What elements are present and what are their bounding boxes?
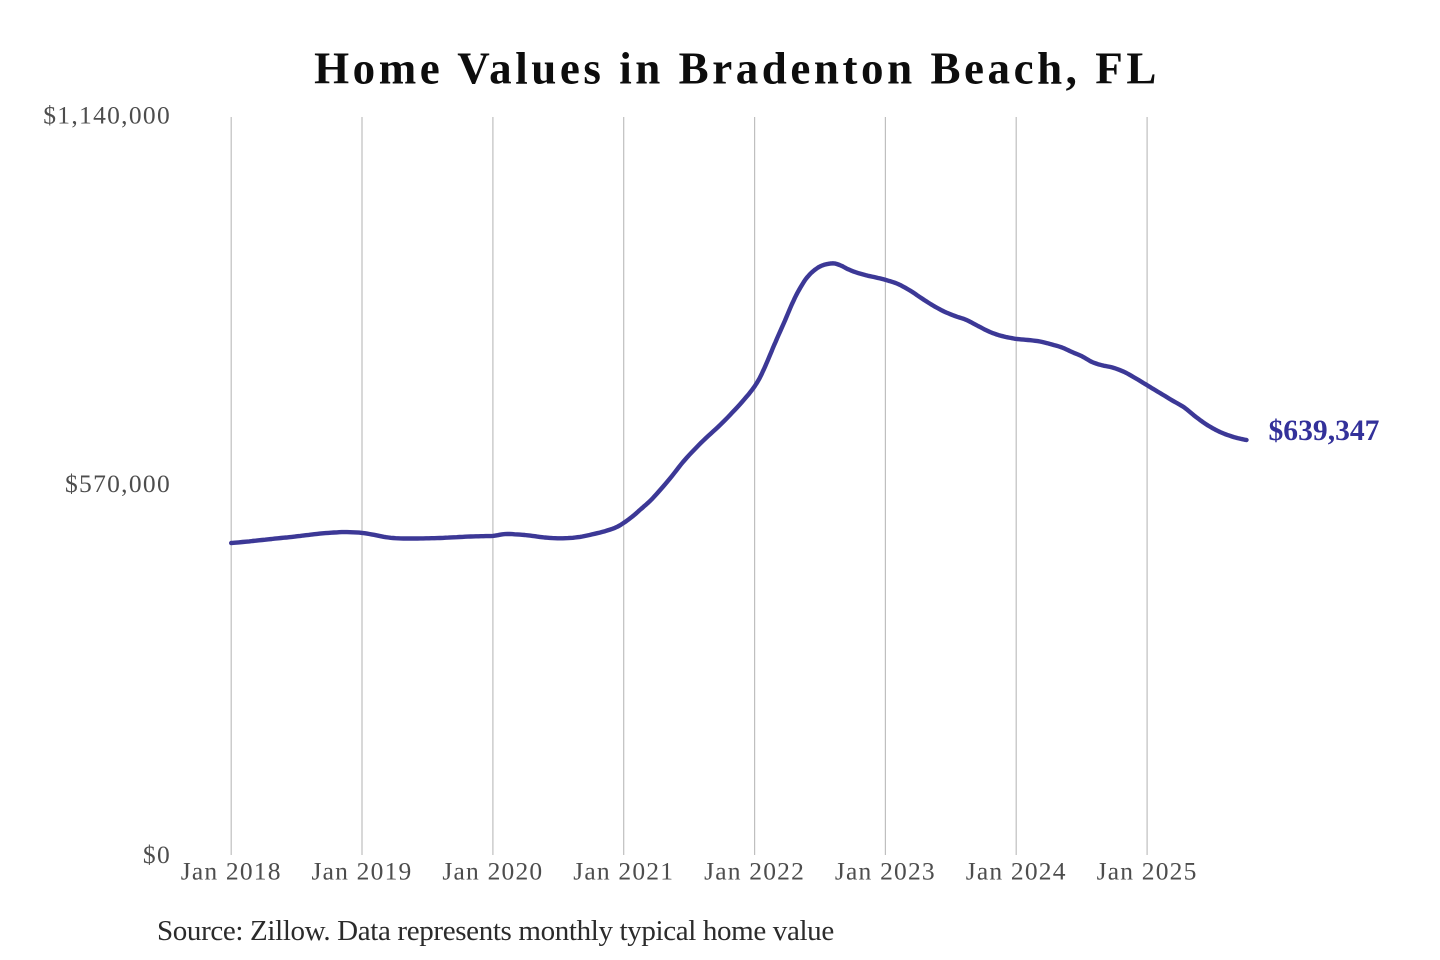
svg-text:Jan 2021: Jan 2021 [573,857,674,886]
svg-text:Home Values in Bradenton Beach: Home Values in Bradenton Beach, FL [314,44,1160,94]
svg-text:Jan 2023: Jan 2023 [835,857,936,886]
svg-text:Source: Zillow. Data represent: Source: Zillow. Data represents monthly … [157,915,834,947]
svg-text:$570,000: $570,000 [65,469,171,498]
svg-text:$0: $0 [143,840,171,869]
svg-text:Jan 2025: Jan 2025 [1097,857,1198,886]
svg-text:Jan 2022: Jan 2022 [704,857,805,886]
svg-text:Jan 2018: Jan 2018 [181,857,282,886]
svg-text:Jan 2024: Jan 2024 [966,857,1067,886]
svg-text:Jan 2019: Jan 2019 [312,857,413,886]
svg-text:$639,347: $639,347 [1269,415,1380,447]
svg-text:$1,140,000: $1,140,000 [43,101,171,130]
svg-text:Jan 2020: Jan 2020 [442,857,543,886]
